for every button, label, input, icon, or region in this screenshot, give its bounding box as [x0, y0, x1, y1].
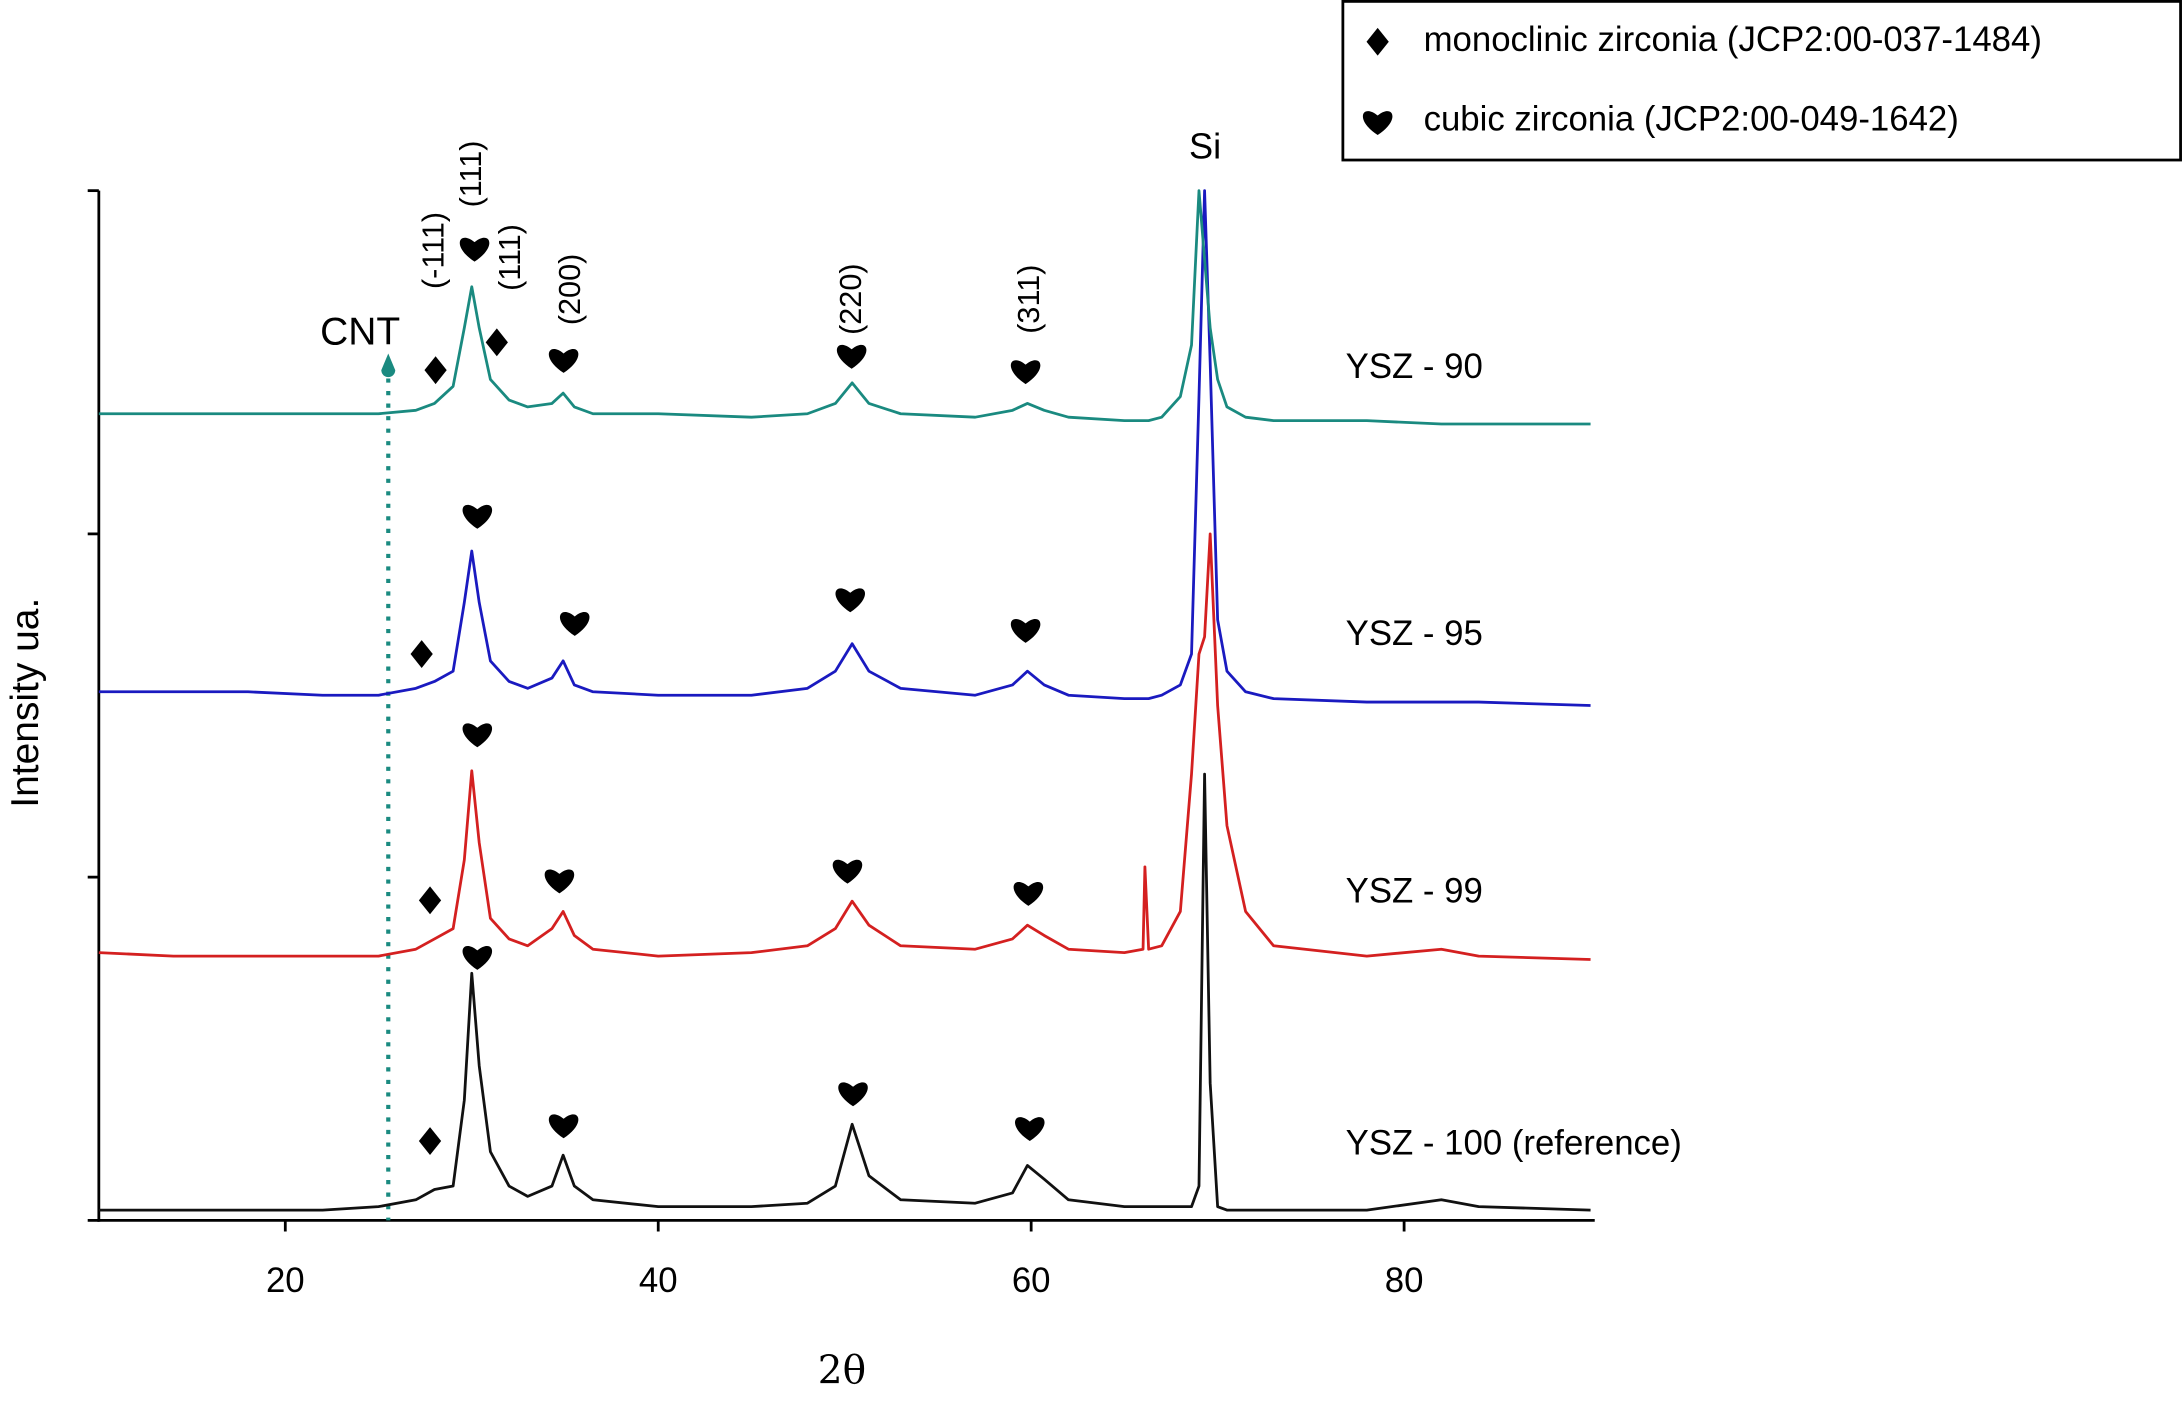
x-tick-label: 60: [1012, 1262, 1051, 1300]
series-label: YSZ - 100 (reference): [1346, 1124, 1682, 1162]
x-tick-label: 40: [639, 1262, 678, 1300]
cnt-marker: [381, 353, 396, 378]
peak-annotation: CNT: [320, 310, 400, 353]
series-label: YSZ - 90: [1346, 348, 1483, 386]
miller-index: (200): [553, 254, 587, 325]
cubic-marker: [832, 859, 863, 884]
cubic-marker: [544, 869, 575, 894]
monoclinic-marker: [418, 886, 442, 915]
cubic-marker: [1014, 1117, 1045, 1142]
legend-symbol: [1366, 27, 1389, 56]
spectrum-line: [98, 189, 1591, 707]
miller-index: (111): [454, 140, 488, 207]
x-axis-label: 2θ: [818, 1348, 866, 1393]
legend-symbol: [1362, 111, 1393, 135]
spectrum-line: [98, 532, 1591, 961]
spectrum-line: [98, 189, 1591, 426]
monoclinic-marker: [424, 356, 447, 385]
cubic-marker: [559, 612, 590, 636]
monoclinic-marker: [485, 328, 508, 357]
cubic-marker: [462, 504, 493, 529]
cubic-marker: [548, 1114, 579, 1139]
x-tick-label: 80: [1385, 1262, 1424, 1300]
peak-annotation: Si: [1189, 125, 1221, 166]
cubic-marker: [836, 344, 867, 369]
monoclinic-marker: [418, 1127, 442, 1155]
cubic-marker: [835, 588, 866, 613]
miller-index: (-111): [417, 212, 451, 289]
cubic-marker: [838, 1082, 868, 1107]
miller-index: (111): [493, 224, 527, 291]
cubic-marker: [462, 946, 493, 970]
cubic-marker: [1013, 882, 1044, 906]
cubic-marker: [462, 723, 493, 748]
x-tick-label: 20: [266, 1262, 305, 1300]
cubic-marker: [459, 237, 490, 262]
miller-index: (220): [834, 263, 868, 334]
y-axis-label: Intensity ua.: [4, 598, 47, 808]
miller-index: (311): [1012, 265, 1046, 334]
monoclinic-marker: [410, 640, 433, 668]
legend-label: cubic zirconia (JCP2:00-049-1642): [1424, 100, 1959, 138]
legend-label: monoclinic zirconia (JCP2:00-037-1484): [1424, 21, 2042, 59]
legend-box: [1341, 0, 2182, 162]
series-label: YSZ - 95: [1346, 615, 1483, 653]
cubic-marker: [1010, 619, 1041, 643]
series-label: YSZ - 99: [1346, 873, 1483, 911]
cubic-marker: [1010, 360, 1041, 385]
cubic-marker: [548, 349, 579, 373]
spectrum-line: [98, 772, 1591, 1212]
